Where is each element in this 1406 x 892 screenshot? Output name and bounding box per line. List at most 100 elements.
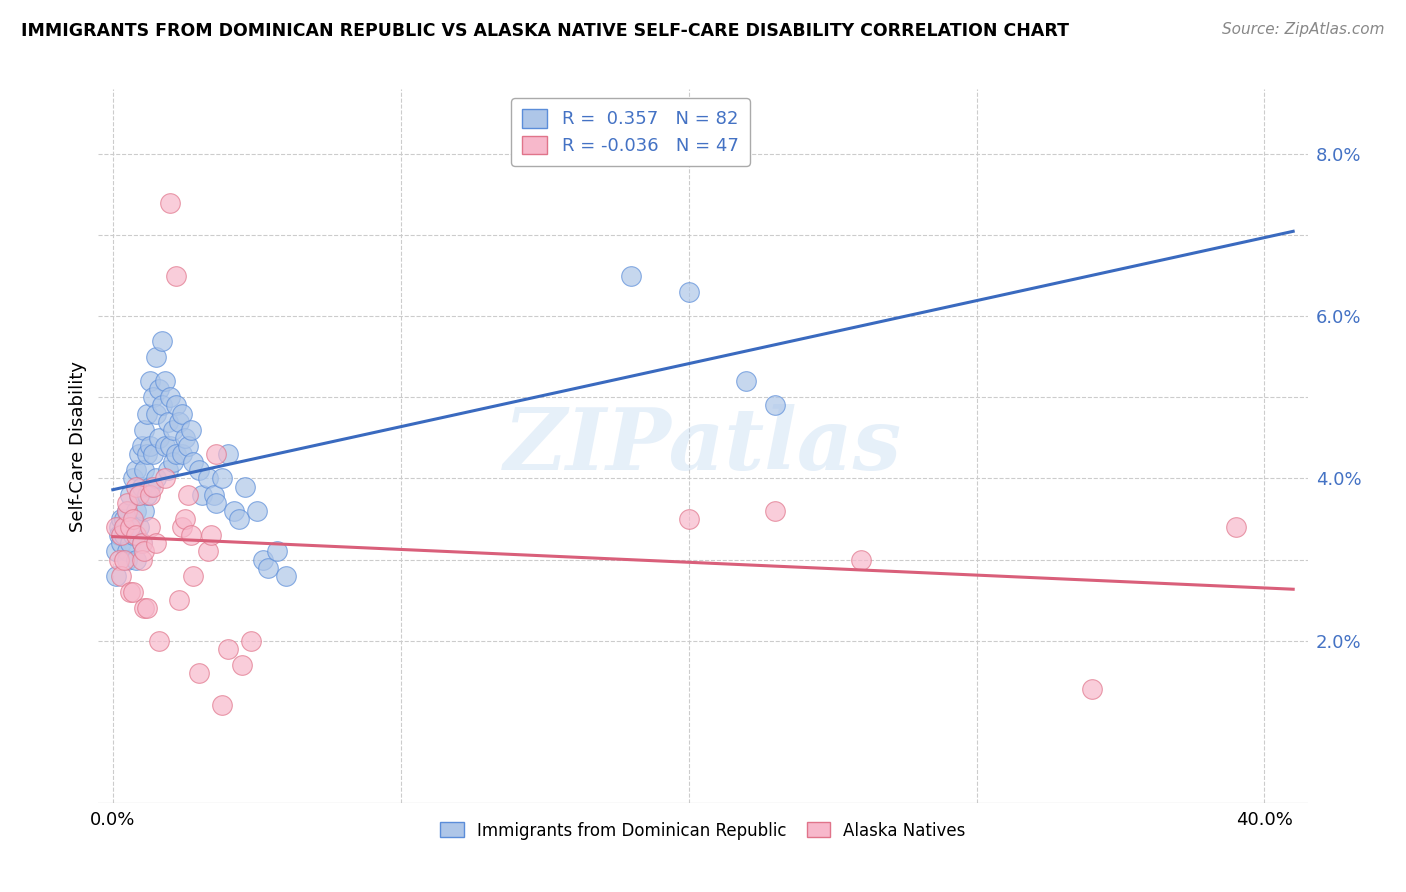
Point [125,552,148,566]
Point [134,601,156,615]
Point [145,350,167,364]
Point [139,488,162,502]
Point [173,512,195,526]
Point [104,544,127,558]
Y-axis label: Self-Care Disability: Self-Care Disability [69,360,87,532]
Point [128,488,150,502]
Point [131,536,153,550]
Point [240,633,263,648]
Point [122,471,145,485]
Point [120,520,142,534]
Point [266,544,288,558]
Point [257,560,280,574]
Point [153,374,176,388]
Point [165,447,187,461]
Point [112,552,135,566]
Point [188,463,211,477]
Point [205,496,228,510]
Point [136,407,159,421]
Point [1225,520,1247,534]
Point [131,439,153,453]
Point [246,504,269,518]
Point [104,568,127,582]
Point [120,585,142,599]
Point [188,666,211,681]
Point [180,528,202,542]
Point [128,520,150,534]
Point [131,536,153,550]
Point [142,479,165,493]
Point [159,390,181,404]
Point [131,552,153,566]
Point [110,568,132,582]
Point [139,479,162,493]
Point [211,698,233,713]
Point [197,471,219,485]
Point [183,455,205,469]
Point [134,423,156,437]
Point [139,520,162,534]
Point [735,374,758,388]
Text: Source: ZipAtlas.com: Source: ZipAtlas.com [1222,22,1385,37]
Point [142,447,165,461]
Point [153,471,176,485]
Point [217,641,239,656]
Point [112,520,135,534]
Point [139,439,162,453]
Point [115,544,138,558]
Point [136,447,159,461]
Point [112,512,135,526]
Point [851,552,873,566]
Point [202,488,225,502]
Point [162,455,184,469]
Point [122,585,145,599]
Point [136,488,159,502]
Point [125,479,148,493]
Point [145,471,167,485]
Point [228,512,250,526]
Point [107,528,129,542]
Point [120,520,142,534]
Point [170,407,193,421]
Point [156,463,179,477]
Point [104,520,127,534]
Point [110,512,132,526]
Point [173,431,195,445]
Text: ZIPatlas: ZIPatlas [503,404,903,488]
Point [128,447,150,461]
Point [107,520,129,534]
Point [136,601,159,615]
Point [110,536,132,550]
Point [115,504,138,518]
Point [122,512,145,526]
Point [134,544,156,558]
Point [231,657,253,672]
Point [120,488,142,502]
Point [252,552,274,566]
Point [122,512,145,526]
Point [145,407,167,421]
Point [150,399,173,413]
Point [197,544,219,558]
Point [115,552,138,566]
Point [112,528,135,542]
Point [131,479,153,493]
Point [233,479,256,493]
Point [110,528,132,542]
Point [153,439,176,453]
Point [183,568,205,582]
Point [139,374,162,388]
Point [148,431,170,445]
Point [125,463,148,477]
Point [148,633,170,648]
Point [170,447,193,461]
Point [222,504,245,518]
Point [176,439,198,453]
Point [170,520,193,534]
Point [763,399,786,413]
Point [162,423,184,437]
Point [107,552,129,566]
Point [200,528,222,542]
Point [176,488,198,502]
Point [165,399,187,413]
